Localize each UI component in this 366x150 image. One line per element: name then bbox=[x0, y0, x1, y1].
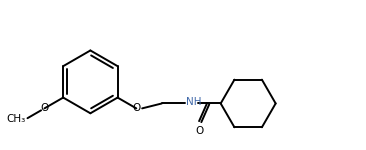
Text: O: O bbox=[132, 103, 141, 113]
Text: NH: NH bbox=[186, 98, 202, 108]
Text: O: O bbox=[40, 103, 49, 113]
Text: O: O bbox=[195, 126, 203, 136]
Text: CH₃: CH₃ bbox=[7, 114, 26, 124]
